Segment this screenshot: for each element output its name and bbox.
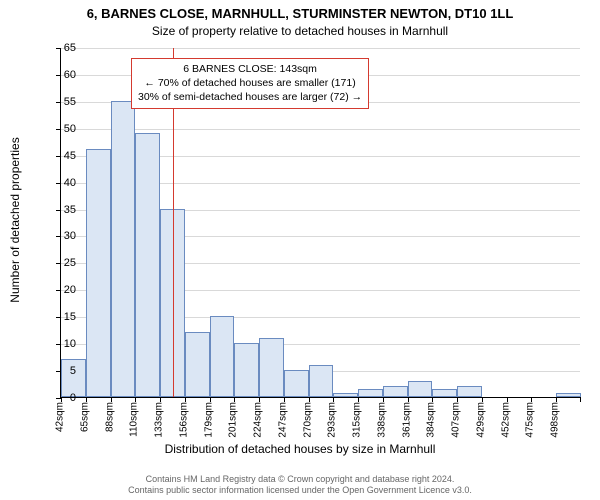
gridline — [61, 48, 580, 49]
xtick-label: 452sqm — [500, 402, 511, 438]
copyright-line-2: Contains public sector information licen… — [128, 485, 472, 495]
copyright-notice: Contains HM Land Registry data © Crown c… — [0, 474, 600, 497]
histogram-bar — [111, 101, 136, 397]
chart-subtitle: Size of property relative to detached ho… — [0, 24, 600, 38]
plot-area: 6 BARNES CLOSE: 143sqm← 70% of detached … — [60, 48, 580, 398]
ytick-label: 25 — [46, 257, 76, 269]
xtick-label: 498sqm — [550, 402, 561, 438]
ytick-label: 35 — [46, 204, 76, 216]
annotation-line: 6 BARNES CLOSE: 143sqm — [138, 62, 362, 76]
xtick-label: 133sqm — [154, 402, 165, 438]
x-axis-label: Distribution of detached houses by size … — [0, 442, 600, 456]
xtick-mark — [580, 397, 581, 402]
ytick-label: 60 — [46, 69, 76, 81]
xtick-label: 247sqm — [277, 402, 288, 438]
histogram-bar — [135, 133, 160, 397]
annotation-line: ← 70% of detached houses are smaller (17… — [138, 76, 362, 90]
xtick-label: 179sqm — [203, 402, 214, 438]
histogram-bar — [432, 389, 457, 397]
xtick-label: 270sqm — [302, 402, 313, 438]
xtick-label: 156sqm — [178, 402, 189, 438]
histogram-bar — [333, 393, 358, 397]
xtick-label: 361sqm — [401, 402, 412, 438]
histogram-bar — [185, 332, 210, 397]
copyright-line-1: Contains HM Land Registry data © Crown c… — [146, 474, 455, 484]
ytick-label: 20 — [46, 284, 76, 296]
xtick-label: 201sqm — [228, 402, 239, 438]
gridline — [61, 129, 580, 130]
xtick-label: 293sqm — [327, 402, 338, 438]
xtick-label: 315sqm — [352, 402, 363, 438]
histogram-bar — [457, 386, 482, 397]
histogram-bar — [556, 393, 581, 397]
histogram-bar — [234, 343, 259, 397]
y-axis-label: Number of detached properties — [8, 137, 22, 302]
histogram-bar — [358, 389, 383, 397]
ytick-label: 15 — [46, 311, 76, 323]
xtick-label: 429sqm — [475, 402, 486, 438]
xtick-label: 407sqm — [451, 402, 462, 438]
annotation-line: 30% of semi-detached houses are larger (… — [138, 90, 362, 104]
histogram-bar — [383, 386, 408, 397]
ytick-label: 45 — [46, 150, 76, 162]
chart-title: 6, BARNES CLOSE, MARNHULL, STURMINSTER N… — [0, 6, 600, 21]
ytick-label: 10 — [46, 338, 76, 350]
ytick-label: 55 — [46, 96, 76, 108]
ytick-label: 65 — [46, 42, 76, 54]
xtick-label: 65sqm — [79, 402, 90, 432]
histogram-bar — [408, 381, 433, 397]
histogram-bar — [259, 338, 284, 397]
ytick-label: 5 — [46, 365, 76, 377]
xtick-label: 224sqm — [253, 402, 264, 438]
histogram-bar — [86, 149, 111, 397]
xtick-label: 110sqm — [129, 402, 140, 437]
xtick-label: 338sqm — [376, 402, 387, 438]
xtick-label: 475sqm — [525, 402, 536, 438]
xtick-label: 42sqm — [55, 402, 66, 432]
ytick-label: 50 — [46, 123, 76, 135]
ytick-label: 40 — [46, 177, 76, 189]
ytick-label: 30 — [46, 230, 76, 242]
histogram-bar — [309, 365, 334, 397]
histogram-bar — [210, 316, 235, 397]
xtick-label: 384sqm — [426, 402, 437, 438]
histogram-bar — [160, 209, 185, 397]
histogram-bar — [284, 370, 309, 397]
xtick-label: 88sqm — [104, 402, 115, 432]
annotation-box: 6 BARNES CLOSE: 143sqm← 70% of detached … — [131, 58, 369, 109]
